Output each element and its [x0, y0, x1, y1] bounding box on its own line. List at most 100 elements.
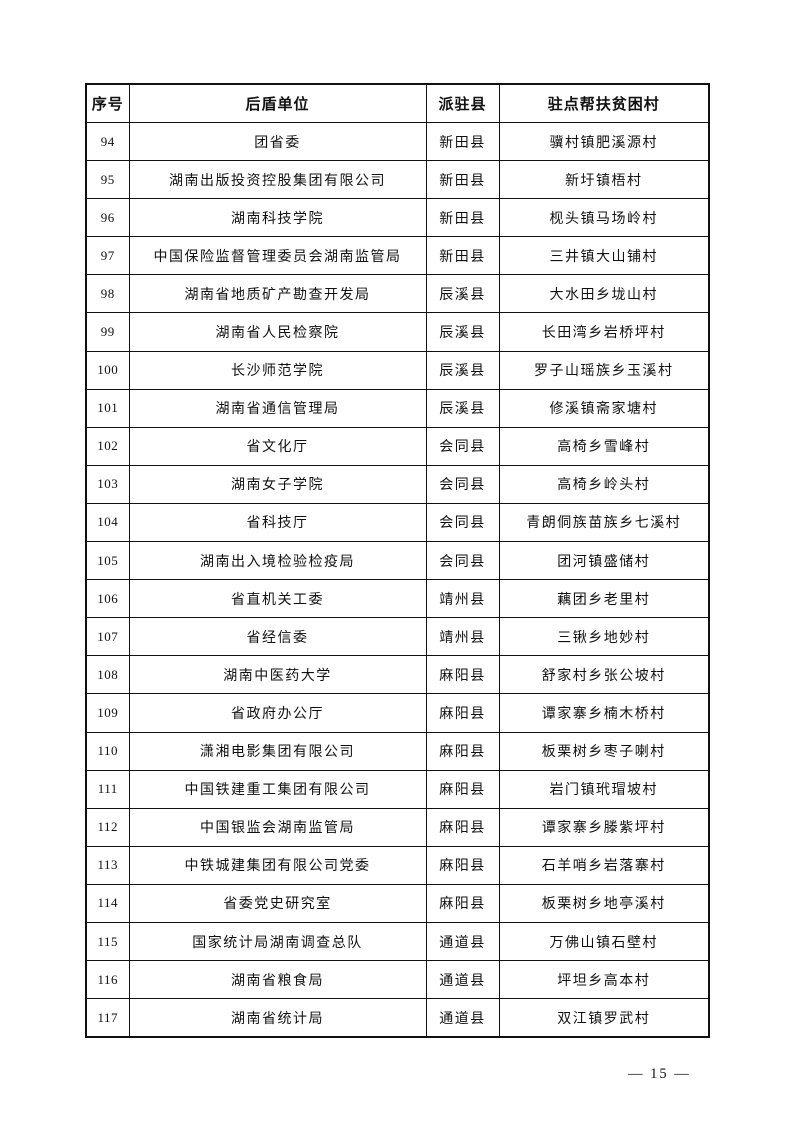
cell-no: 117 — [85, 998, 130, 1038]
cell-unit: 中国铁建重工集团有限公司 — [128, 769, 427, 809]
table-row: 106 省直机关工委 靖州县 藕团乡老里村 — [85, 579, 710, 619]
cell-village: 新圩镇梧村 — [498, 160, 710, 200]
cell-village: 高椅乡岭头村 — [498, 464, 710, 504]
cell-county: 麻阳县 — [425, 655, 500, 695]
cell-county: 靖州县 — [425, 617, 500, 657]
cell-county: 辰溪县 — [425, 312, 500, 352]
cell-county: 辰溪县 — [425, 274, 500, 314]
table-row: 109 省政府办公厅 麻阳县 谭家寨乡楠木桥村 — [85, 693, 710, 733]
cell-no: 109 — [85, 693, 130, 733]
table-row: 108 湖南中医药大学 麻阳县 舒家村乡张公坡村 — [85, 655, 710, 695]
cell-no: 107 — [85, 617, 130, 657]
cell-unit: 省直机关工委 — [128, 579, 427, 619]
cell-unit: 省委党史研究室 — [128, 883, 427, 923]
cell-no: 98 — [85, 274, 130, 314]
table-row: 105 湖南出入境检验检疫局 会同县 团河镇盛储村 — [85, 541, 710, 581]
table-row: 114 省委党史研究室 麻阳县 板栗树乡地亭溪村 — [85, 883, 710, 923]
cell-county: 麻阳县 — [425, 807, 500, 847]
cell-unit: 省文化厅 — [128, 426, 427, 466]
cell-no: 102 — [85, 426, 130, 466]
cell-county: 靖州县 — [425, 579, 500, 619]
cell-village: 舒家村乡张公坡村 — [498, 655, 710, 695]
cell-unit: 湖南省统计局 — [128, 998, 427, 1038]
assistance-table: 序号 后盾单位 派驻县 驻点帮扶贫困村 94 团省委 新田县 骥村镇肥溪源村 95 湖南出… — [85, 83, 710, 1039]
col-header-backing-unit: 后盾单位 — [128, 83, 427, 123]
cell-unit: 团省委 — [128, 121, 427, 162]
table-row: 110 潇湘电影集团有限公司 麻阳县 板栗树乡枣子喇村 — [85, 731, 710, 771]
table-row: 103 湖南女子学院 会同县 高椅乡岭头村 — [85, 464, 710, 504]
col-header-assisted-village: 驻点帮扶贫困村 — [498, 83, 710, 123]
cell-unit: 潇湘电影集团有限公司 — [128, 731, 427, 771]
cell-no: 97 — [85, 236, 130, 276]
cell-no: 115 — [85, 921, 130, 962]
table-header: 序号 后盾单位 派驻县 驻点帮扶贫困村 — [85, 83, 710, 123]
cell-village: 谭家寨乡滕紫坪村 — [498, 807, 710, 847]
cell-unit: 湖南省人民检察院 — [128, 312, 427, 352]
page-number: — 15 — — [628, 1066, 691, 1082]
cell-county: 新田县 — [425, 198, 500, 238]
cell-village: 团河镇盛储村 — [498, 541, 710, 581]
table-row: 117 湖南省统计局 通道县 双江镇罗武村 — [85, 998, 710, 1038]
cell-village: 骥村镇肥溪源村 — [498, 121, 710, 162]
cell-village: 藕团乡老里村 — [498, 579, 710, 619]
table-row: 102 省文化厅 会同县 高椅乡雪峰村 — [85, 426, 710, 466]
cell-no: 111 — [85, 769, 130, 809]
cell-village: 大水田乡垅山村 — [498, 274, 710, 314]
table-row: 107 省经信委 靖州县 三锹乡地妙村 — [85, 617, 710, 657]
cell-county: 新田县 — [425, 236, 500, 276]
table-row: 94 团省委 新田县 骥村镇肥溪源村 — [85, 121, 710, 162]
table-row: 96 湖南科技学院 新田县 枧头镇马场岭村 — [85, 198, 710, 238]
col-header-dispatched-county: 派驻县 — [425, 83, 500, 123]
table-row: 115 国家统计局湖南调查总队 通道县 万佛山镇石壁村 — [85, 921, 710, 962]
cell-county: 辰溪县 — [425, 350, 500, 390]
table-body: 94 团省委 新田县 骥村镇肥溪源村 95 湖南出版投资控股集团有限公司 新田县 新圩镇梧村 9… — [85, 121, 710, 1038]
table-header-row: 序号 后盾单位 派驻县 驻点帮扶贫困村 — [85, 83, 710, 123]
cell-no: 99 — [85, 312, 130, 352]
cell-county: 通道县 — [425, 998, 500, 1038]
cell-unit: 省科技厅 — [128, 502, 427, 543]
cell-no: 104 — [85, 502, 130, 543]
cell-unit: 湖南省粮食局 — [128, 960, 427, 1000]
cell-unit: 中铁城建集团有限公司党委 — [128, 845, 427, 885]
cell-unit: 湖南出版投资控股集团有限公司 — [128, 160, 427, 200]
cell-village: 双江镇罗武村 — [498, 998, 710, 1038]
cell-no: 100 — [85, 350, 130, 390]
cell-county: 麻阳县 — [425, 769, 500, 809]
cell-unit: 国家统计局湖南调查总队 — [128, 921, 427, 962]
cell-no: 95 — [85, 160, 130, 200]
cell-village: 石羊哨乡岩落寨村 — [498, 845, 710, 885]
table-row: 97 中国保险监督管理委员会湖南监管局 新田县 三井镇大山铺村 — [85, 236, 710, 276]
table-row: 95 湖南出版投资控股集团有限公司 新田县 新圩镇梧村 — [85, 160, 710, 200]
cell-unit: 省经信委 — [128, 617, 427, 657]
cell-unit: 湖南中医药大学 — [128, 655, 427, 695]
cell-unit: 中国银监会湖南监管局 — [128, 807, 427, 847]
cell-no: 101 — [85, 388, 130, 428]
cell-village: 板栗树乡地亭溪村 — [498, 883, 710, 923]
cell-village: 青朗侗族苗族乡七溪村 — [498, 502, 710, 543]
cell-no: 96 — [85, 198, 130, 238]
cell-unit: 湖南省地质矿产勘查开发局 — [128, 274, 427, 314]
cell-county: 麻阳县 — [425, 731, 500, 771]
cell-village: 岩门镇玳瑁坡村 — [498, 769, 710, 809]
cell-village: 板栗树乡枣子喇村 — [498, 731, 710, 771]
cell-unit: 湖南省通信管理局 — [128, 388, 427, 428]
cell-county: 新田县 — [425, 121, 500, 162]
table-row: 116 湖南省粮食局 通道县 坪坦乡高本村 — [85, 960, 710, 1000]
col-header-serial-number: 序号 — [85, 83, 130, 123]
cell-village: 罗子山瑶族乡玉溪村 — [498, 350, 710, 390]
cell-unit: 湖南女子学院 — [128, 464, 427, 504]
cell-county: 通道县 — [425, 960, 500, 1000]
cell-no: 106 — [85, 579, 130, 619]
cell-county: 新田县 — [425, 160, 500, 200]
table-row: 100 长沙师范学院 辰溪县 罗子山瑶族乡玉溪村 — [85, 350, 710, 390]
cell-no: 108 — [85, 655, 130, 695]
cell-no: 113 — [85, 845, 130, 885]
cell-village: 三井镇大山铺村 — [498, 236, 710, 276]
cell-county: 会同县 — [425, 541, 500, 581]
table-row: 99 湖南省人民检察院 辰溪县 长田湾乡岩桥坪村 — [85, 312, 710, 352]
cell-no: 103 — [85, 464, 130, 504]
cell-village: 坪坦乡高本村 — [498, 960, 710, 1000]
cell-village: 枧头镇马场岭村 — [498, 198, 710, 238]
cell-no: 116 — [85, 960, 130, 1000]
